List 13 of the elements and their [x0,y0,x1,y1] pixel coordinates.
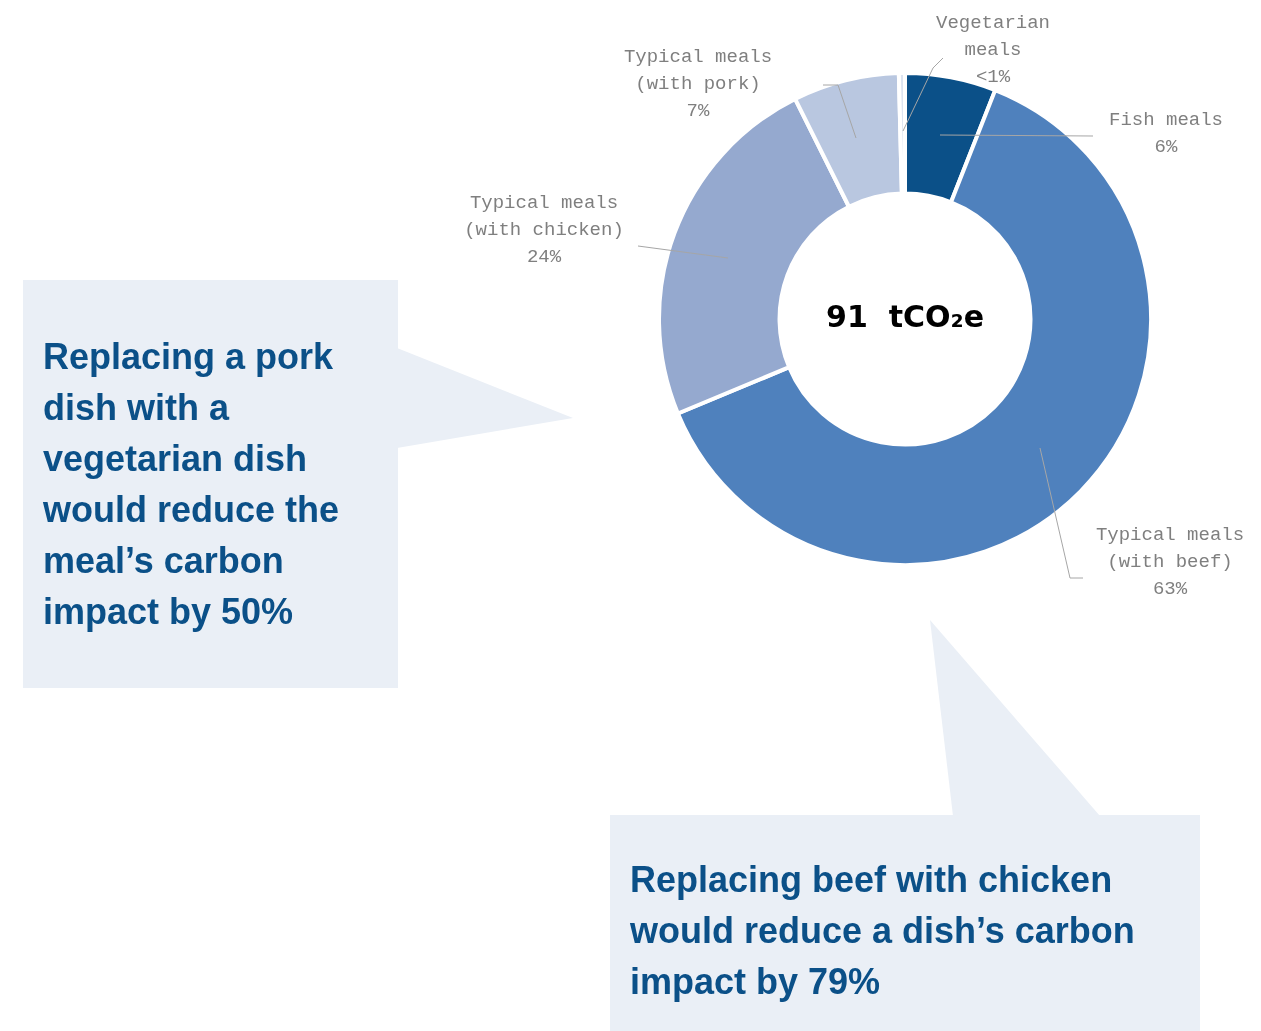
data-label: 7% [686,99,710,122]
slice-label: Typical meals (with chicken) [464,191,624,241]
data-label: 6% [1154,135,1178,158]
data-label: 24% [526,245,562,268]
slice-label: Vegetarian meals [935,11,1051,61]
text: 91 tCO₂e [826,298,984,334]
text: Replacing beef with chicken would reduce a dish’s carbon impact by 79% [630,858,1136,1004]
data-label: 63% [1152,577,1188,600]
data-label: <1% [975,65,1011,88]
slice-label: Fish meals [1108,108,1224,131]
slice-label: Typical meals (with beef) [1095,523,1245,573]
slice-label: Typical meals (with pork) [623,45,773,95]
text: Replacing a pork dish with a vegetarian dish would reduce the meal’s carbon impact by 50% [43,335,341,634]
